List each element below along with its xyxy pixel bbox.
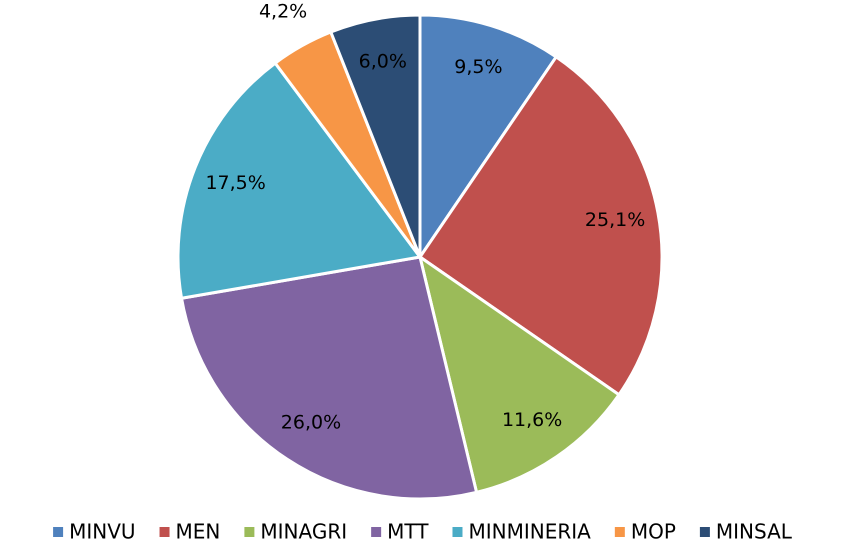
pie-slice	[176, 61, 423, 301]
data-label: 9,5%	[454, 56, 502, 78]
legend-swatch	[699, 527, 710, 537]
legend-label: MINAGRI	[260, 520, 347, 544]
legend-swatch	[614, 527, 625, 537]
legend-label: MINVU	[69, 520, 135, 544]
data-label: 26,0%	[281, 411, 341, 433]
legend-swatch	[244, 527, 255, 537]
data-label: 6,0%	[359, 51, 407, 73]
legend-label: MOP	[631, 520, 676, 544]
data-label: 11,6%	[502, 409, 562, 431]
legend-swatch	[53, 527, 64, 537]
legend-label: MINSAL	[716, 520, 793, 544]
legend-swatch	[159, 527, 170, 537]
pie-slice	[328, 13, 422, 258]
pie-slice	[418, 13, 559, 262]
pie-slice	[179, 255, 479, 501]
legend-swatch	[452, 527, 463, 537]
legend-label: MINMINERIA	[468, 520, 591, 544]
data-label: 17,5%	[205, 172, 265, 194]
pie-slice	[417, 253, 622, 495]
legend-label: MEN	[176, 520, 221, 544]
pie-slice	[417, 54, 664, 397]
legend-label: MTT	[387, 520, 429, 544]
legend-swatch	[371, 527, 382, 537]
data-label: 4,2%	[259, 0, 307, 22]
data-label: 25,1%	[585, 209, 645, 231]
